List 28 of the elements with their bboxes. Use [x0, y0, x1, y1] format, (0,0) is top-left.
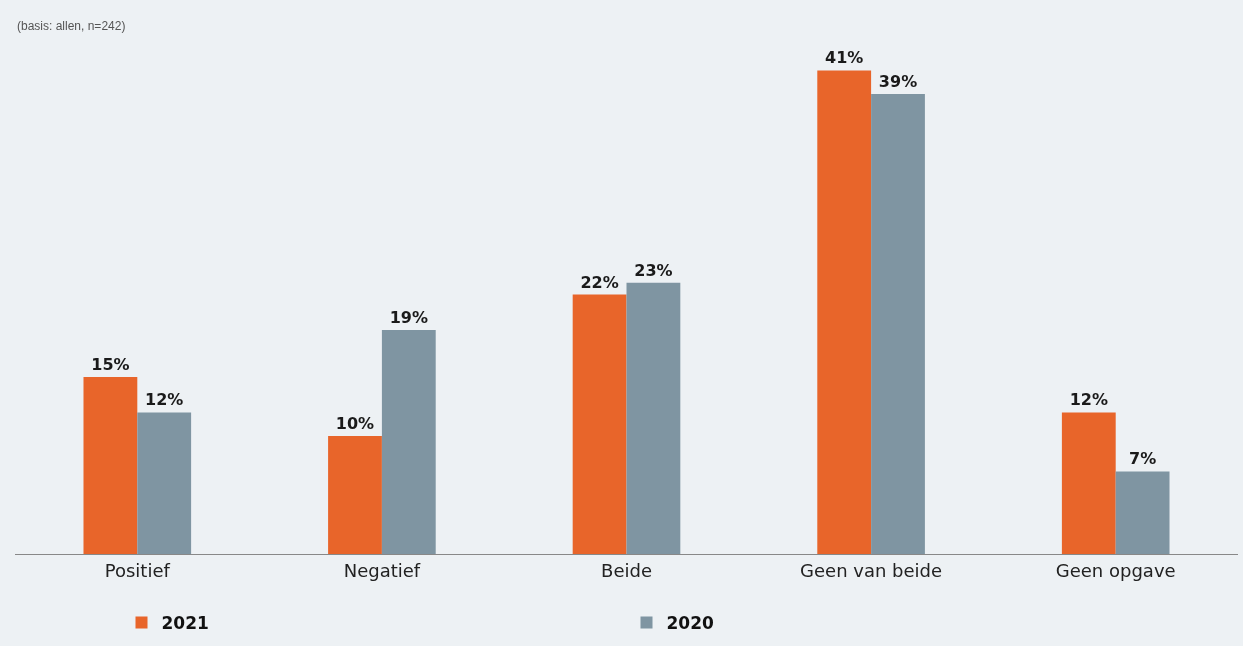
- x-tick-label: Geen opgave: [1055, 559, 1176, 581]
- bar: [137, 412, 192, 554]
- legend-label: 2021: [161, 613, 209, 634]
- x-tick-label: Negatief: [343, 559, 421, 581]
- data-label: 22%: [580, 272, 619, 292]
- x-tick-label: Geen van beide: [800, 559, 943, 581]
- bar: [381, 329, 436, 554]
- data-label: 12%: [145, 390, 184, 410]
- bar: [817, 70, 872, 554]
- data-label: 19%: [389, 307, 428, 327]
- bar: [1115, 471, 1170, 554]
- legend-label: 2020: [666, 613, 714, 634]
- data-label: 12%: [1069, 390, 1108, 410]
- x-tick-label: Beide: [601, 559, 652, 581]
- bar: [626, 282, 681, 554]
- data-label: 15%: [91, 355, 130, 375]
- data-label: 23%: [634, 260, 673, 280]
- data-label: 10%: [335, 414, 375, 434]
- bar: [83, 377, 138, 554]
- data-label: 7%: [1129, 449, 1157, 469]
- chart-subtitle: (basis: allen, n=242): [17, 19, 126, 33]
- x-tick-label: Positief: [104, 559, 171, 581]
- bar: [1061, 412, 1116, 554]
- data-label: 41%: [825, 48, 864, 68]
- bar: [328, 436, 382, 554]
- data-label: 39%: [878, 72, 918, 92]
- bar: [871, 94, 925, 554]
- bar: [572, 294, 627, 554]
